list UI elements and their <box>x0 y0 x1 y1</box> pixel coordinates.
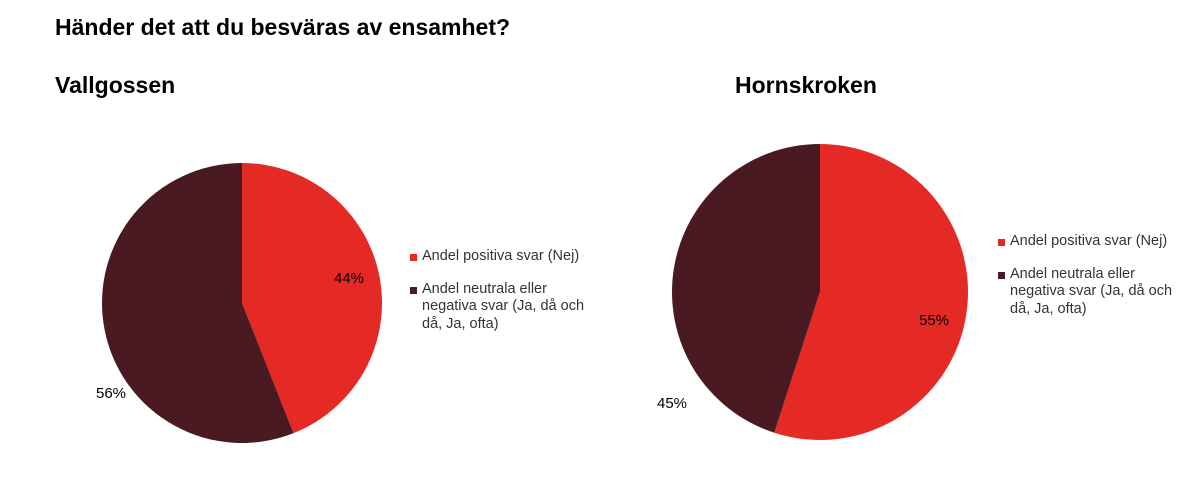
legend-hornskroken: Andel positiva svar (Nej) Andel neutrala… <box>998 233 1188 333</box>
page-title: Händer det att du besväras av ensamhet? <box>55 14 511 40</box>
legend-item-positive: Andel positiva svar (Nej) <box>998 233 1188 251</box>
legend-label-positive: Andel positiva svar (Nej) <box>1010 233 1168 249</box>
legend-swatch-positive <box>410 254 417 261</box>
chart-title-hornskroken: Hornskroken <box>735 72 877 98</box>
legend-item-negative: Andel neutrala eller negativa svar (Ja, … <box>410 281 600 334</box>
legend-item-negative: Andel neutrala eller negativa svar (Ja, … <box>998 266 1188 319</box>
data-label-negative: 45% <box>657 395 687 412</box>
pie-slice-negative <box>101 163 294 444</box>
legend-vallgossen: Andel positiva svar (Nej) Andel neutrala… <box>410 248 600 348</box>
data-label-positive: 44% <box>334 270 364 287</box>
legend-label-negative: Andel neutrala eller negativa svar (Ja, … <box>1010 265 1173 317</box>
legend-label-negative: Andel neutrala eller negativa svar (Ja, … <box>422 280 585 332</box>
legend-label-positive: Andel positiva svar (Nej) <box>422 248 580 264</box>
chart-title-vallgossen: Vallgossen <box>55 72 176 98</box>
legend-swatch-positive <box>998 239 1005 246</box>
pie-slice-positive <box>774 144 968 440</box>
pie-slice-negative <box>671 144 820 433</box>
pie-slice-positive <box>242 163 382 434</box>
legend-swatch-negative <box>410 286 417 294</box>
data-label-negative: 56% <box>96 385 126 402</box>
legend-swatch-negative <box>998 271 1005 279</box>
data-label-positive: 55% <box>919 312 949 329</box>
legend-item-positive: Andel positiva svar (Nej) <box>410 248 600 266</box>
